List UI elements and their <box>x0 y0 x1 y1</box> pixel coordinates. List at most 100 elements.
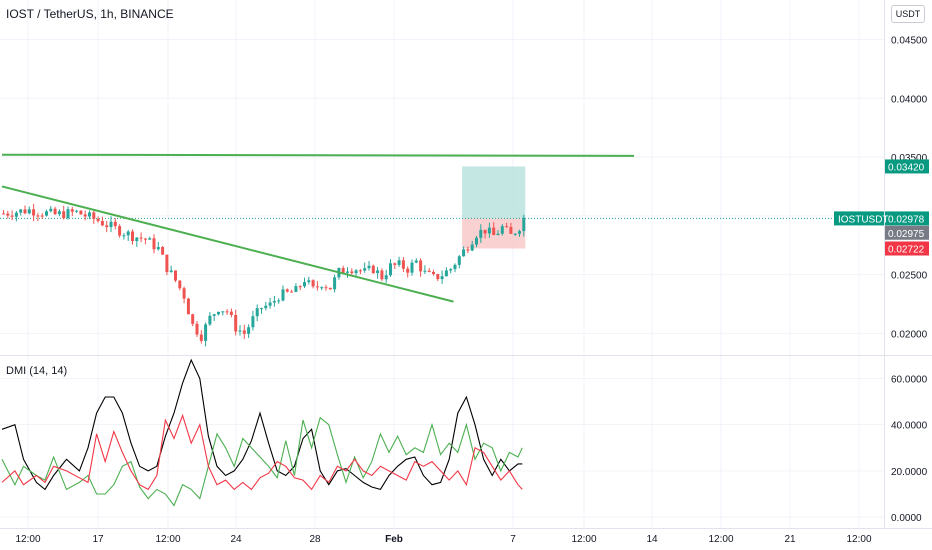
price-label-value: 0.02978 <box>888 214 925 225</box>
candle <box>483 229 487 239</box>
candle <box>333 274 337 293</box>
candle-body <box>281 289 285 301</box>
candle-body <box>161 247 165 255</box>
candle-body <box>221 311 225 313</box>
candle <box>75 209 79 213</box>
candle-body <box>208 315 212 325</box>
candle <box>307 276 311 285</box>
candle-body <box>186 298 190 315</box>
candle-body <box>290 291 294 293</box>
candle-body <box>88 212 91 217</box>
candle <box>199 330 203 344</box>
price-label-value: 0.03420 <box>888 162 925 173</box>
candle <box>324 284 328 291</box>
candle <box>229 308 233 318</box>
candle <box>126 229 130 241</box>
candle <box>143 237 147 245</box>
candle <box>500 224 504 236</box>
candle-body <box>49 208 53 212</box>
time-tick-label: Feb <box>385 534 403 545</box>
candle-body <box>199 334 203 341</box>
candlestick-series <box>2 203 526 347</box>
dmi-minus_di-line <box>1 413 523 491</box>
candle <box>178 280 182 291</box>
time-tick-label: 17 <box>92 534 104 545</box>
candle <box>105 220 109 233</box>
candle <box>217 311 220 316</box>
candle <box>109 216 113 233</box>
candle <box>204 322 208 347</box>
candle <box>49 206 53 213</box>
price-tick-label: 0.03500 <box>891 153 928 164</box>
candle-body <box>118 226 122 236</box>
candle-body <box>109 221 113 228</box>
candle-body <box>315 286 319 288</box>
candle-body <box>487 227 491 234</box>
candle <box>156 241 160 251</box>
price-label-bg <box>885 225 929 240</box>
candle-body <box>113 221 117 227</box>
candle <box>328 287 332 290</box>
time-tick-label: 12:00 <box>708 534 733 545</box>
time-axis[interactable]: 12:00 17 12:00 24 28 Feb 7 12:00 14 12:00 21 12:00 <box>15 534 871 545</box>
candle <box>195 321 199 338</box>
resistance-line <box>1 153 635 157</box>
candle <box>57 209 61 217</box>
candle-body <box>509 226 513 234</box>
dmi-pane[interactable] <box>1 358 523 507</box>
candle <box>384 269 388 283</box>
candle-body <box>75 210 79 212</box>
candle-body <box>251 316 255 328</box>
candle <box>453 263 457 273</box>
candle <box>290 289 294 293</box>
candle <box>221 311 225 316</box>
price-label: 0.02975 <box>885 225 929 240</box>
candle <box>122 232 126 240</box>
time-tick-label: 12:00 <box>571 534 596 545</box>
candle <box>380 268 384 282</box>
candle <box>14 210 18 222</box>
dmi-axis[interactable]: 60.0000 40.0000 20.0000 0.0000 <box>891 374 928 524</box>
candle-body <box>6 213 10 216</box>
candle-body <box>479 229 483 238</box>
candle-body <box>518 231 521 234</box>
price-tick-label: 0.02500 <box>891 271 928 282</box>
candle <box>466 246 470 254</box>
candle <box>444 267 448 277</box>
candle-body <box>423 270 427 272</box>
price-axis[interactable]: 0.045000.040000.035000.030000.025000.020… <box>891 36 928 341</box>
candle <box>419 258 423 277</box>
candle <box>251 310 255 331</box>
candle-body <box>397 260 401 265</box>
candle-body <box>466 249 470 251</box>
candle <box>371 264 375 274</box>
candle-body <box>169 270 173 272</box>
candle <box>505 222 509 228</box>
candle-body <box>410 262 414 273</box>
candle <box>23 205 27 215</box>
dmi-tick-label: 20.0000 <box>891 467 928 478</box>
candle <box>432 269 435 276</box>
candle-body <box>419 260 423 272</box>
candle <box>436 273 440 282</box>
candle <box>423 265 427 274</box>
candle-body <box>57 211 61 215</box>
chart-title: IOST / TetherUS, 1h, BINANCE <box>6 7 174 21</box>
candle-body <box>152 238 156 250</box>
price-pane[interactable] <box>0 153 884 347</box>
candle <box>182 286 186 304</box>
candle <box>346 267 349 278</box>
candle-body <box>264 305 268 309</box>
candle-body <box>122 235 126 237</box>
currency-button[interactable]: USDT <box>891 5 925 23</box>
drawing-lines[interactable] <box>1 153 635 303</box>
candle <box>40 213 44 219</box>
candle-body <box>367 265 371 269</box>
candle <box>208 312 212 326</box>
price-label-value: 0.02975 <box>888 229 925 240</box>
candle-body <box>449 269 453 271</box>
indicator-title[interactable]: DMI (14, 14) <box>6 365 68 377</box>
candle-body <box>513 233 517 235</box>
